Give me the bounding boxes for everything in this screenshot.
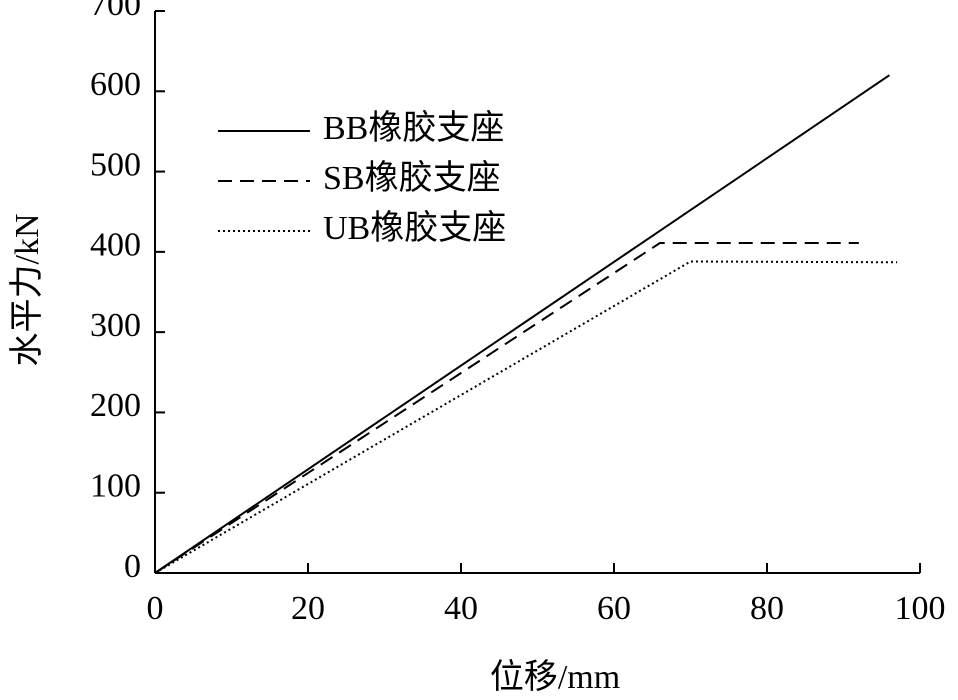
y-tick-label: 700 [90, 0, 141, 23]
y-tick-label: 400 [90, 227, 141, 264]
y-tick-label: 500 [90, 146, 141, 183]
series-line [154, 74, 890, 574]
legend-label: BB橡胶支座 [323, 109, 504, 147]
legend-label: SB橡胶支座 [323, 159, 501, 197]
x-tick-label: 40 [444, 590, 478, 627]
x-tick-label: 60 [597, 590, 631, 627]
x-tick-label: 80 [750, 590, 784, 627]
x-tick-label: 20 [291, 590, 325, 627]
y-axis-label: 水平力/kN [8, 214, 46, 367]
series-line [154, 260, 898, 574]
y-tick-label: 0 [124, 548, 141, 585]
legend-label: UB橡胶支座 [323, 209, 506, 247]
y-tick-label: 100 [90, 468, 141, 505]
y-tick-label: 600 [90, 66, 141, 103]
x-tick-label: 100 [895, 590, 946, 627]
y-tick-label: 200 [90, 387, 141, 424]
y-tick-label: 300 [90, 307, 141, 344]
x-axis-label: 位移/mm [490, 658, 620, 696]
series-line [154, 242, 859, 574]
x-tick-label: 0 [147, 590, 164, 627]
